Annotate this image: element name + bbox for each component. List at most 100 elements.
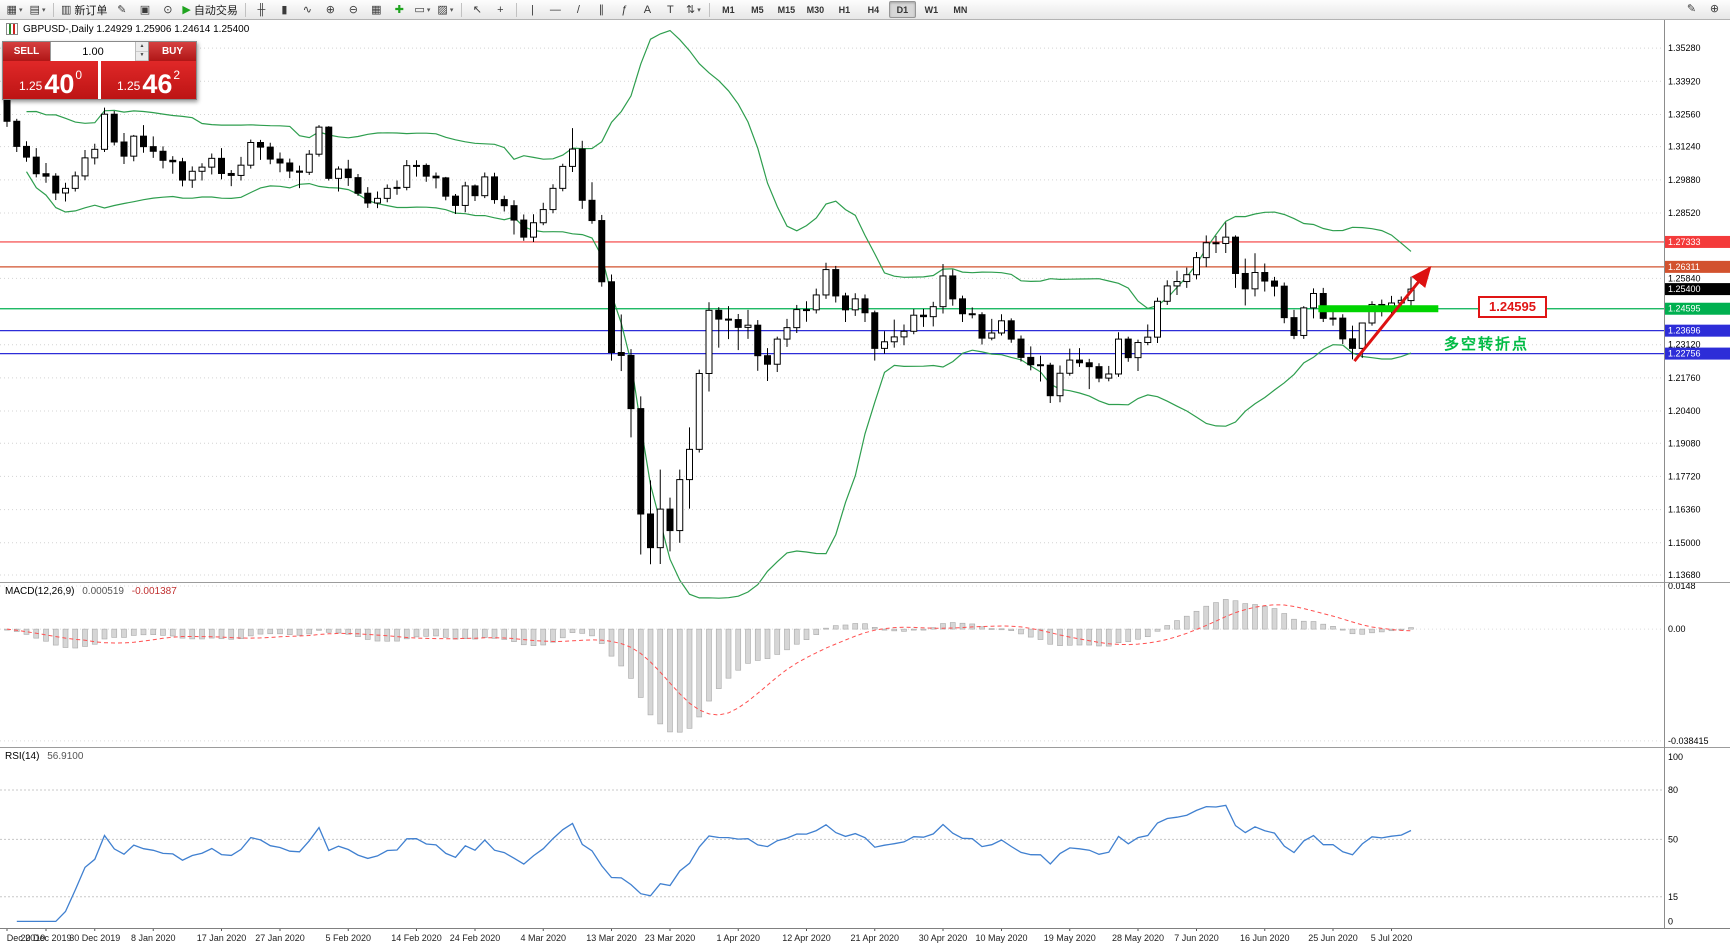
new-chart-button[interactable]: ▦ ▾ — [4, 2, 25, 18]
svg-text:10 May 2020: 10 May 2020 — [975, 933, 1027, 943]
svg-text:25 Jun 2020: 25 Jun 2020 — [1308, 933, 1358, 943]
tile-windows-icon: ▦ — [371, 3, 382, 16]
support-price-label[interactable]: 1.24595 — [1478, 296, 1547, 318]
rsi-value: 56.9100 — [47, 751, 84, 762]
svg-text:1.19080: 1.19080 — [1668, 438, 1701, 448]
text-label-button[interactable]: T — [660, 2, 681, 18]
periods-button[interactable]: ▭ ▾ — [412, 2, 433, 18]
macd-main-value: 0.000519 — [82, 586, 124, 597]
timeframe-m1-button[interactable]: M1 — [722, 4, 735, 15]
timeframe-m30-button[interactable]: M30 — [806, 4, 825, 15]
turning-point-annotation[interactable]: 多空转折点 — [1444, 336, 1530, 353]
chevron-down-icon: ▾ — [41, 6, 46, 14]
buy-button[interactable]: BUY — [149, 42, 196, 61]
chart-profiles-button[interactable]: ▤ ▾ — [27, 2, 48, 18]
timeframe-m15-button[interactable]: M15 — [777, 4, 796, 15]
volume-decrease-button[interactable]: ▼ — [136, 51, 148, 61]
volume-input[interactable] — [51, 42, 135, 61]
tile-windows-button[interactable]: ▦ — [366, 2, 387, 18]
svg-text:5 Feb 2020: 5 Feb 2020 — [325, 933, 371, 943]
ask-price-big: 46 — [142, 69, 173, 99]
arrows-button[interactable]: ⇅ ▾ — [683, 2, 704, 18]
timeframe-m5-button[interactable]: M5 — [751, 4, 764, 15]
svg-text:5 Jul 2020: 5 Jul 2020 — [1371, 933, 1413, 943]
cursor-button[interactable]: ↖ — [467, 2, 488, 18]
edit-icon: ✎ — [1686, 3, 1697, 15]
indicators-add-button[interactable]: ✚ — [389, 2, 410, 18]
text-button[interactable]: A — [637, 2, 658, 18]
strategy-tester-icon: ⊙ — [163, 3, 173, 16]
templates-button[interactable]: ▨ ▾ — [435, 2, 456, 18]
metaeditor-button[interactable]: ✎ — [111, 2, 132, 18]
symbol-ohlc-text: GBPUSD-,Daily 1.24929 1.25906 1.24614 1.… — [23, 23, 250, 35]
svg-text:30 Dec 2019: 30 Dec 2019 — [69, 933, 120, 943]
grid-layer — [0, 47, 1664, 898]
timeframe-h4-button[interactable]: H4 — [867, 4, 880, 15]
fibonacci-retracement-button[interactable]: ƒ — [614, 2, 635, 18]
toolbar-separator — [244, 2, 246, 17]
fibonacci-retracement-icon: ƒ — [621, 3, 628, 16]
macd-layer — [4, 599, 1414, 733]
svg-text:1.25400: 1.25400 — [1668, 284, 1701, 294]
svg-text:7 Jun 2020: 7 Jun 2020 — [1174, 933, 1219, 943]
autotrading-button[interactable]: ▶ 自动交易 — [180, 2, 239, 18]
strategy-tester-button[interactable]: ⊙ — [157, 2, 178, 18]
volume-increase-button[interactable]: ▲ — [136, 42, 148, 52]
svg-text:16 Jun 2020: 16 Jun 2020 — [1240, 933, 1290, 943]
vertical-line-button[interactable]: | — [522, 2, 543, 18]
annotation-layer — [1318, 266, 1439, 362]
metaeditor-icon: ✎ — [117, 3, 127, 16]
new-order-icon: ▥ — [61, 3, 72, 16]
svg-text:1.29880: 1.29880 — [1668, 175, 1701, 185]
chart-canvas[interactable]: 1.35280 1.33920 1.32560 1.31240 1.29880 1.285… — [0, 20, 1730, 948]
symbol-info: GBPUSD-,Daily 1.24929 1.25906 1.24614 1.… — [6, 23, 249, 35]
search-button[interactable]: ⊕ — [1704, 1, 1725, 17]
svg-text:1.26311: 1.26311 — [1668, 262, 1700, 272]
svg-text:1.15000: 1.15000 — [1668, 538, 1701, 548]
candlestick-chart-button[interactable]: ▮ — [274, 2, 295, 18]
bid-price-pip: 0 — [75, 68, 83, 82]
bar-chart-button[interactable]: ╫ — [251, 2, 272, 18]
cursor-icon: ↖ — [472, 3, 482, 16]
rsi-name: RSI(14) — [5, 751, 40, 762]
svg-text:1.23120: 1.23120 — [1668, 340, 1701, 350]
market-watch-button[interactable]: ▣ — [134, 2, 155, 18]
timeframe-h1-button[interactable]: H1 — [838, 4, 851, 15]
svg-text:0: 0 — [1668, 916, 1673, 926]
timeframe-w1-button[interactable]: W1 — [924, 4, 939, 15]
indicators-add-icon: ✚ — [394, 3, 404, 16]
sell-button[interactable]: SELL — [3, 42, 50, 61]
line-chart-button[interactable]: ∿ — [297, 2, 318, 18]
svg-text:15: 15 — [1668, 892, 1678, 902]
autotrading-label: 自动交易 — [193, 4, 238, 17]
new-order-button[interactable]: ▥ 新订单 — [59, 2, 109, 18]
volume-spinner: ▲ ▼ — [135, 42, 148, 61]
timeframe-d1-button[interactable]: D1 — [888, 1, 916, 18]
text-icon: A — [643, 3, 652, 16]
periods-icon: ▭ — [414, 3, 425, 16]
svg-text:Dec 2019: Dec 2019 — [7, 933, 46, 943]
svg-text:50: 50 — [1668, 834, 1678, 844]
edit-button[interactable]: ✎ — [1681, 1, 1702, 17]
macd-indicator-label: MACD(12,26,9) 0.000519 -0.001387 — [5, 586, 177, 597]
svg-text:14 Feb 2020: 14 Feb 2020 — [391, 933, 442, 943]
chevron-down-icon: ▾ — [18, 6, 23, 14]
volume-field-wrap: ▲ ▼ — [50, 42, 149, 61]
toolbar-separator — [515, 2, 517, 17]
price-scale: 1.35280 1.33920 1.32560 1.31240 1.29880 1.285… — [1664, 43, 1730, 926]
equidistant-channel-button[interactable]: ∥ — [591, 2, 612, 18]
macd-signal-value: -0.001387 — [131, 586, 177, 597]
horizontal-line-button[interactable]: — — [545, 2, 566, 18]
timeframe-mn-button[interactable]: MN — [953, 4, 968, 15]
chart-profiles-icon: ▤ — [29, 3, 40, 16]
trendline-button[interactable]: / — [568, 2, 589, 18]
zoom-out-button[interactable]: ⊖ — [343, 2, 364, 18]
crosshair-button[interactable]: + — [490, 2, 511, 18]
toolbar-separator — [460, 2, 462, 17]
buy-price-button[interactable]: 1.25 46 2 — [101, 61, 196, 99]
svg-text:4 Mar 2020: 4 Mar 2020 — [520, 933, 566, 943]
zoom-in-button[interactable]: ⊕ — [320, 2, 341, 18]
sell-price-button[interactable]: 1.25 40 0 — [3, 61, 98, 99]
crosshair-icon: + — [497, 3, 504, 16]
